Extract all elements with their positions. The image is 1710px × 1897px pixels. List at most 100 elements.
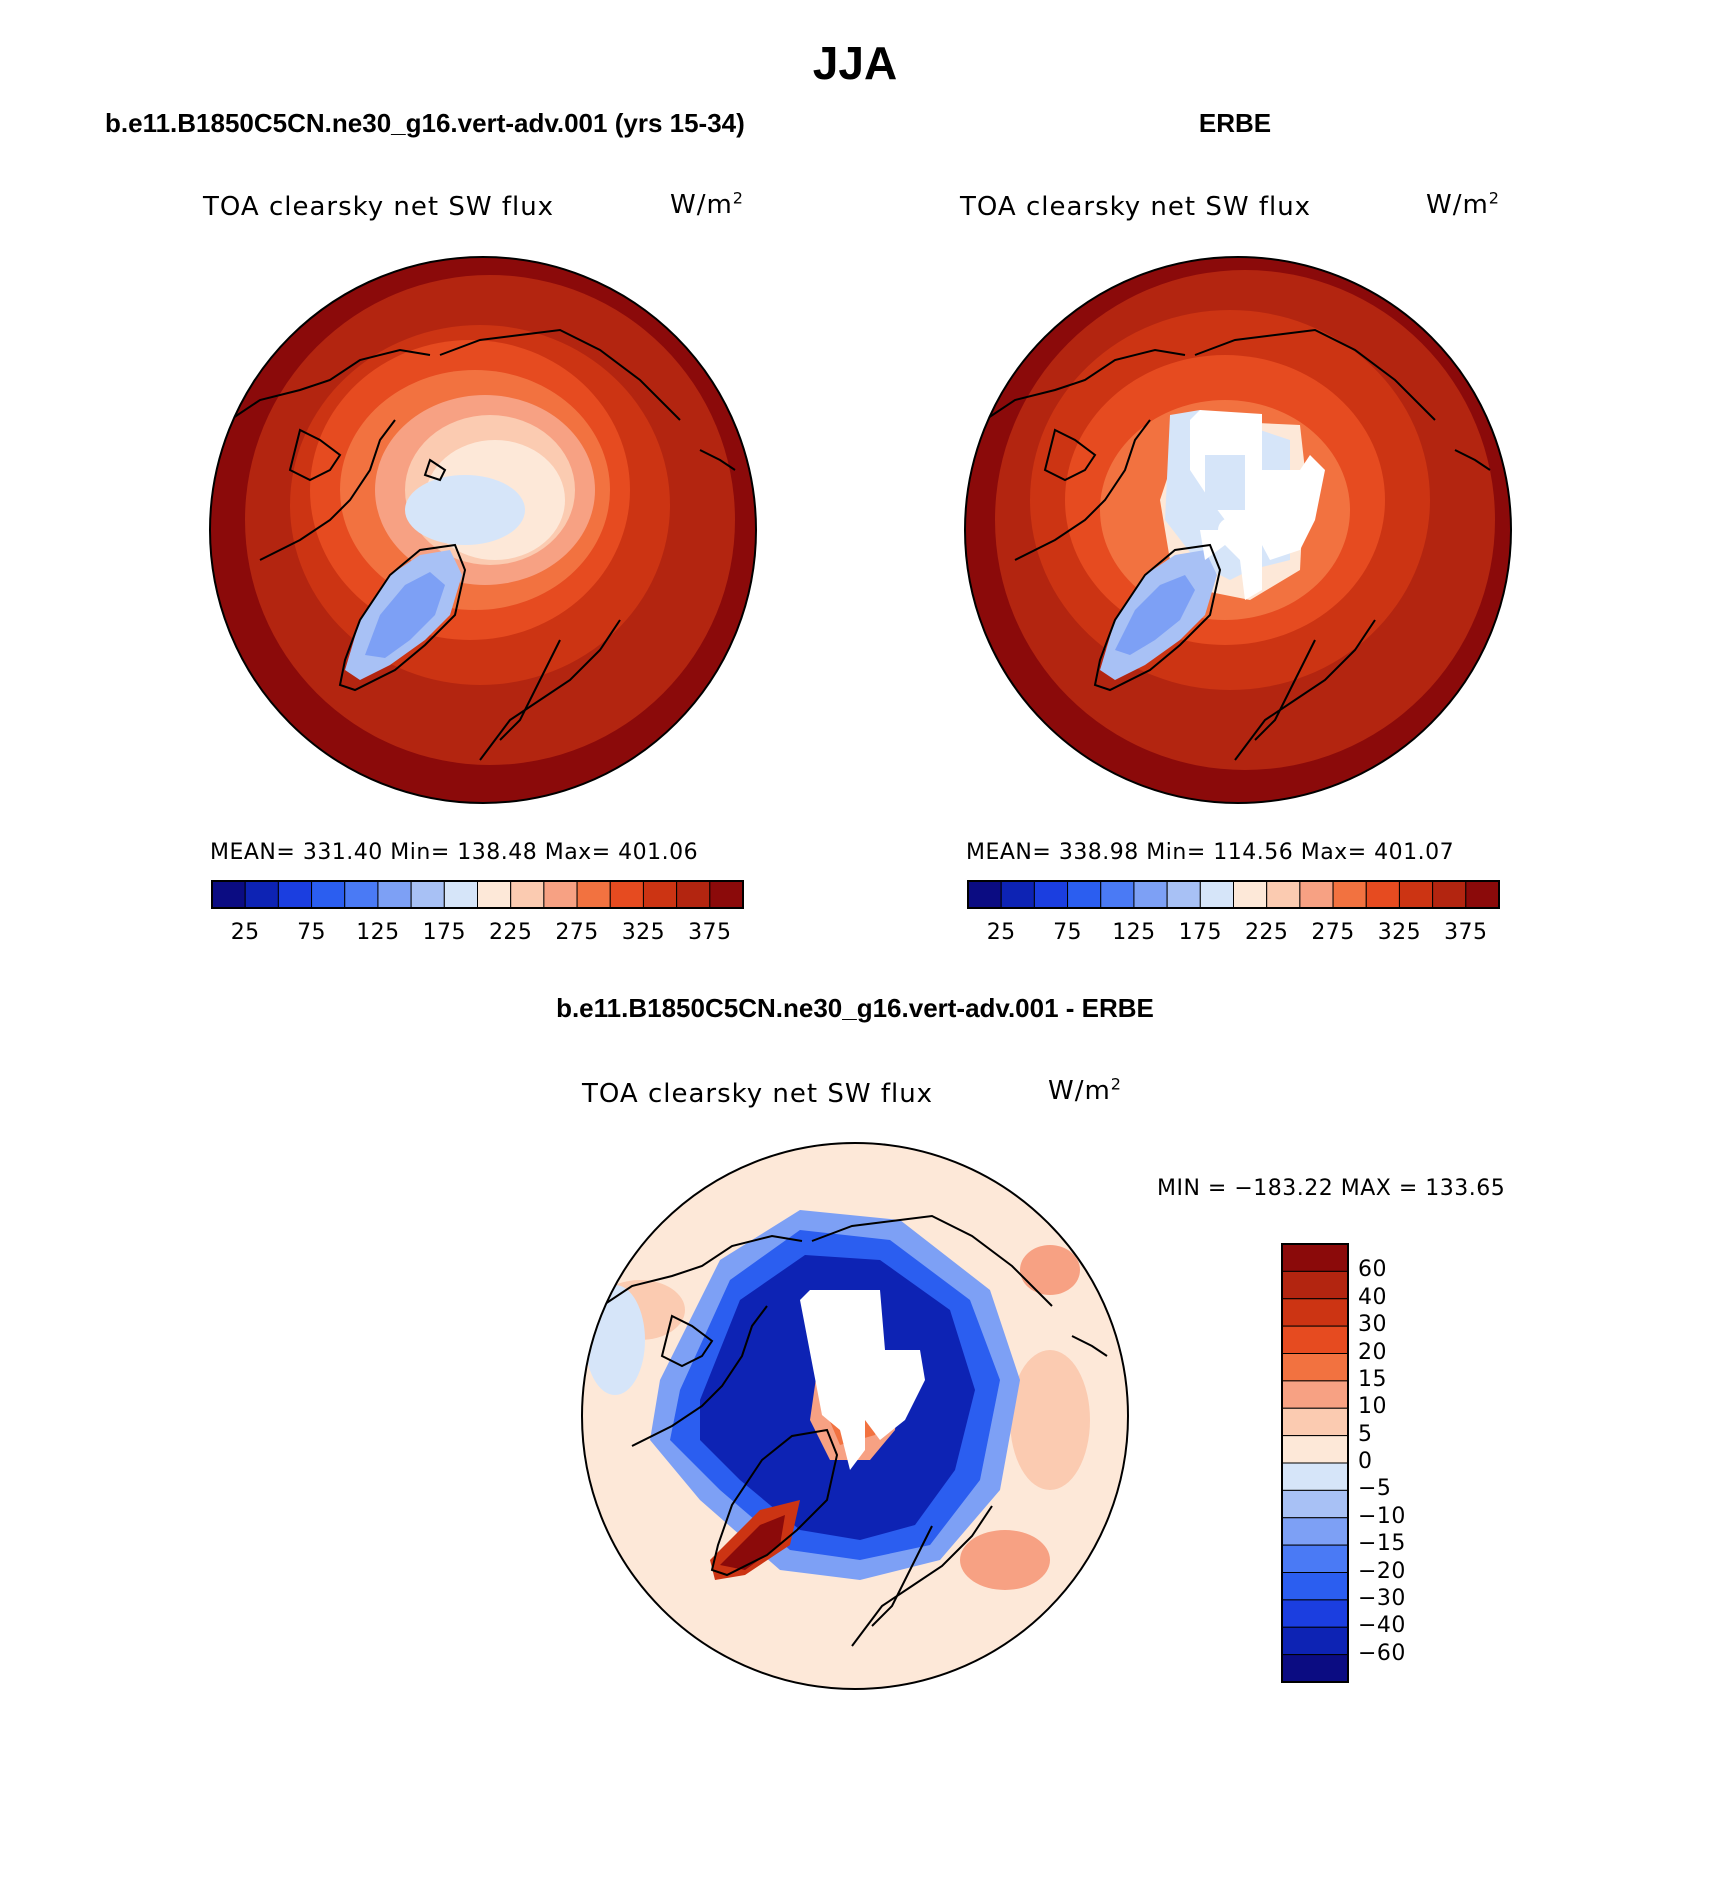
colorbar-tick-label: 5 bbox=[1358, 1421, 1373, 1447]
colorbar-tick-label: −40 bbox=[1358, 1613, 1406, 1639]
colorbar-tick-label: 10 bbox=[1358, 1394, 1387, 1420]
diff-field-greenland-max bbox=[720, 1515, 785, 1570]
colorbar-tick-label: 375 bbox=[1444, 920, 1488, 945]
obs-stats: MEAN= 338.98 Min= 114.56 Max= 401.07 bbox=[966, 840, 1455, 865]
colorbar-tick-label: 175 bbox=[422, 920, 467, 945]
colorbar-swatch bbox=[642, 880, 678, 909]
colorbar-tick-label: 25 bbox=[230, 920, 260, 945]
colorbar-swatch bbox=[344, 880, 379, 909]
model-units-base: W/m bbox=[670, 190, 733, 220]
diff-field-patch-4 bbox=[1020, 1245, 1080, 1295]
colorbar-swatch bbox=[1281, 1654, 1349, 1683]
colorbar-swatch bbox=[1281, 1270, 1349, 1300]
colorbar-swatch bbox=[1398, 880, 1434, 909]
model-polar-map bbox=[210, 257, 756, 803]
colorbar-swatch bbox=[1432, 880, 1467, 909]
diff-coastlines bbox=[601, 1214, 1108, 1647]
colorbar-swatch bbox=[1166, 880, 1201, 909]
colorbar-tick-label: 125 bbox=[356, 920, 400, 945]
colorbar-swatch bbox=[1281, 1544, 1349, 1573]
model-variable-title: TOA clearsky net SW flux bbox=[203, 192, 555, 222]
obs-units-exp: 2 bbox=[1488, 188, 1500, 208]
colorbar-swatch bbox=[709, 880, 744, 909]
colorbar-swatch bbox=[443, 880, 478, 909]
colorbar-swatch bbox=[1332, 880, 1367, 909]
colorbar-tick-label: −20 bbox=[1358, 1558, 1406, 1584]
colorbar-swatch bbox=[1281, 1325, 1349, 1354]
diff-field-patch-2 bbox=[1010, 1350, 1090, 1490]
colorbar-tick-label: 15 bbox=[1358, 1366, 1387, 1392]
colorbar-swatch bbox=[1281, 1353, 1349, 1382]
diff-map-border bbox=[581, 1142, 1129, 1690]
colorbar-swatch bbox=[676, 880, 711, 909]
colorbar-tick-label: 75 bbox=[297, 920, 327, 945]
colorbar-swatch bbox=[1365, 880, 1400, 909]
colorbar-swatch bbox=[1281, 1243, 1349, 1272]
model-stats: MEAN= 331.40 Min= 138.48 Max= 401.06 bbox=[210, 840, 699, 865]
model-units: W/m2 bbox=[670, 190, 744, 220]
colorbar-tick-label: 275 bbox=[1311, 920, 1355, 945]
colorbar-tick-label: 225 bbox=[1244, 920, 1289, 945]
colorbar-swatch bbox=[1281, 1435, 1349, 1464]
colorbar-frame bbox=[1281, 1243, 1349, 1683]
colorbar-swatch bbox=[1233, 880, 1268, 909]
colorbar-swatch bbox=[1281, 1380, 1349, 1409]
colorbar-tick-label: −60 bbox=[1358, 1640, 1406, 1666]
colorbar-swatch bbox=[576, 880, 611, 909]
obs-colorbar bbox=[967, 880, 1500, 909]
colorbar-swatch bbox=[211, 880, 246, 909]
colorbar-tick-label: 325 bbox=[1377, 920, 1422, 945]
colorbar-swatch bbox=[1281, 1298, 1349, 1327]
colorbar-swatch bbox=[277, 880, 313, 909]
colorbar-tick-label: −10 bbox=[1358, 1503, 1406, 1529]
colorbar-swatch bbox=[1281, 1462, 1349, 1491]
diff-units-exp: 2 bbox=[1110, 1074, 1122, 1094]
colorbar-tick-label: 275 bbox=[555, 920, 599, 945]
diff-units-base: W/m bbox=[1048, 1076, 1111, 1106]
colorbar-swatch bbox=[311, 880, 346, 909]
colorbar-swatch bbox=[1281, 1599, 1349, 1628]
colorbar-swatch bbox=[1199, 880, 1234, 909]
colorbar-swatch bbox=[1100, 880, 1135, 909]
diff-missing-data bbox=[800, 1290, 925, 1470]
colorbar-tick-label: 40 bbox=[1358, 1284, 1387, 1310]
model-map-border bbox=[209, 256, 757, 804]
colorbar-frame bbox=[211, 880, 744, 909]
colorbar-swatch bbox=[1281, 1517, 1349, 1546]
diff-variable-title: TOA clearsky net SW flux bbox=[582, 1079, 934, 1109]
colorbar-tick-label: 125 bbox=[1112, 920, 1156, 945]
model-colorbar bbox=[211, 880, 744, 909]
colorbar-swatch bbox=[1281, 1572, 1349, 1601]
diff-field-patch-5 bbox=[585, 1285, 645, 1395]
colorbar-swatch bbox=[1033, 880, 1069, 909]
colorbar-tick-label: 20 bbox=[1358, 1339, 1387, 1365]
colorbar-swatch bbox=[1281, 1626, 1349, 1656]
diff-pole-hole bbox=[838, 1398, 862, 1422]
colorbar-tick-label: 25 bbox=[986, 920, 1016, 945]
colorbar-tick-label: 375 bbox=[688, 920, 732, 945]
season-title: JJA bbox=[812, 37, 898, 89]
obs-polar-map bbox=[965, 257, 1511, 803]
panel-left-title: b.e11.B1850C5CN.ne30_g16.vert-adv.001 (y… bbox=[105, 108, 745, 138]
colorbar-tick-label: −15 bbox=[1358, 1531, 1406, 1557]
colorbar-tick-label: 60 bbox=[1358, 1257, 1387, 1283]
model-greenland-band-2 bbox=[365, 572, 445, 658]
colorbar-swatch bbox=[244, 880, 279, 909]
colorbar-tick-label: −30 bbox=[1358, 1585, 1406, 1611]
model-field-band-8 bbox=[405, 475, 525, 545]
colorbar-swatch bbox=[1299, 880, 1334, 909]
diff-stats: MIN = −183.22 MAX = 133.65 bbox=[1157, 1176, 1506, 1201]
colorbar-tick-label: 175 bbox=[1178, 920, 1223, 945]
obs-pole-hole bbox=[1218, 518, 1242, 542]
obs-coastlines bbox=[984, 328, 1491, 761]
colorbar-tick-label: 225 bbox=[488, 920, 533, 945]
panel-diff-title: b.e11.B1850C5CN.ne30_g16.vert-adv.001 - … bbox=[556, 993, 1154, 1023]
colorbar-swatch bbox=[543, 880, 578, 909]
obs-map-border bbox=[964, 256, 1512, 804]
obs-units-base: W/m bbox=[1426, 190, 1489, 220]
obs-greenland-band-2 bbox=[1115, 575, 1195, 655]
colorbar-tick-label: 325 bbox=[621, 920, 666, 945]
obs-units: W/m2 bbox=[1426, 190, 1500, 220]
colorbar-swatch bbox=[1281, 1407, 1349, 1437]
